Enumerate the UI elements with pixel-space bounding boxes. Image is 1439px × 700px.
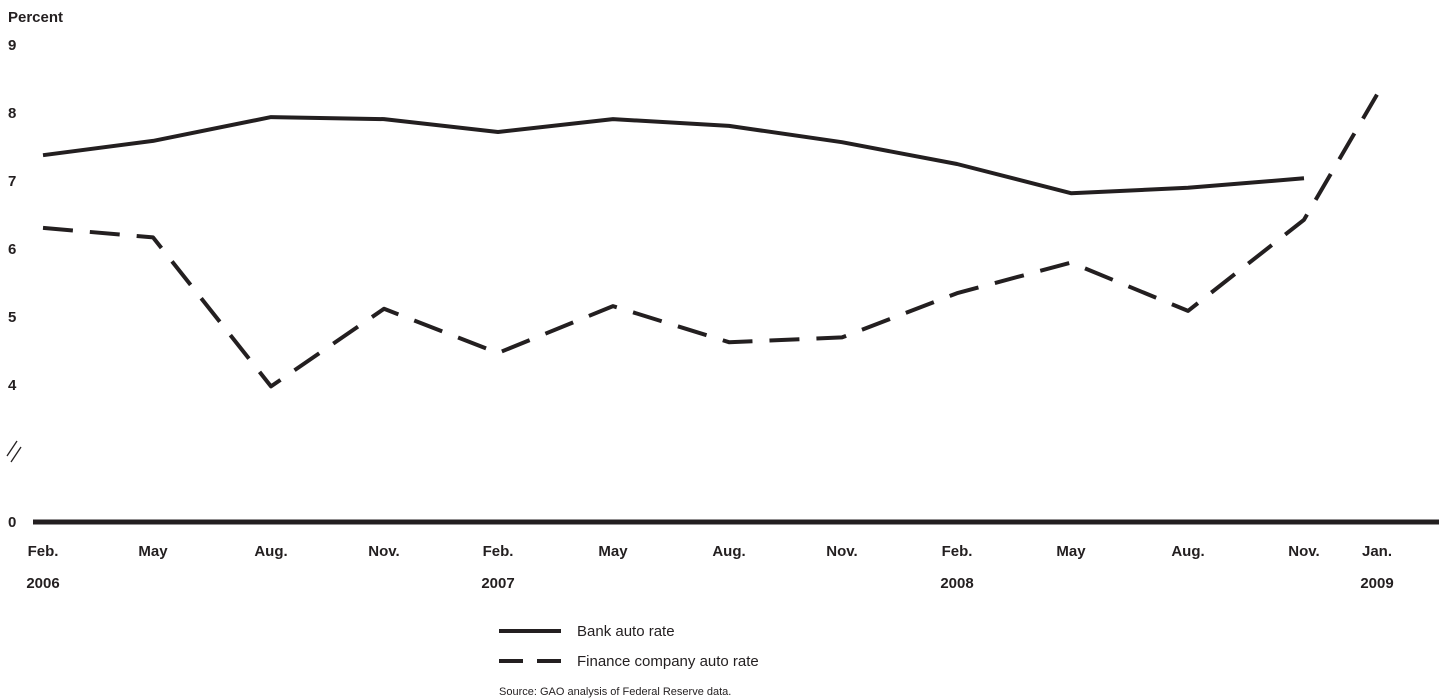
bank-data-point xyxy=(727,124,731,128)
x-tick-year-label: 2009 xyxy=(1360,575,1393,592)
bank-data-point xyxy=(1302,176,1306,180)
bank-data-point xyxy=(41,153,45,157)
bank-data-point xyxy=(1069,191,1073,195)
bank-data-point xyxy=(496,130,500,134)
y-tick-label: 0 xyxy=(8,514,16,531)
x-tick-label: May xyxy=(138,543,168,560)
bank-rate-line xyxy=(43,117,1304,193)
y-axis-title: Percent xyxy=(8,9,63,26)
x-tick-label: Feb. xyxy=(942,543,973,560)
finance-data-point xyxy=(1186,309,1190,313)
series-group xyxy=(41,93,1379,389)
x-tick-label: Nov. xyxy=(368,543,399,560)
bank-data-point xyxy=(269,115,273,119)
y-tick-label: 5 xyxy=(8,309,16,326)
x-tick-label: Aug. xyxy=(254,543,287,560)
finance-data-point xyxy=(611,304,615,308)
x-tick-year-label: 2008 xyxy=(940,575,973,592)
axis-break-icon xyxy=(7,441,21,462)
bank-data-point xyxy=(382,117,386,121)
x-tick-label: May xyxy=(598,543,628,560)
x-tick-label: Feb. xyxy=(483,543,514,560)
x-tick-label: Feb. xyxy=(28,543,59,560)
finance-data-point xyxy=(496,351,500,355)
bank-data-point xyxy=(955,162,959,166)
y-tick-label: 6 xyxy=(8,241,16,258)
x-tick-label: May xyxy=(1056,543,1086,560)
x-tick-label: Nov. xyxy=(826,543,857,560)
finance-data-point xyxy=(41,226,45,230)
finance-data-point xyxy=(269,384,273,388)
x-tick-year-label: 2007 xyxy=(481,575,514,592)
finance-data-point xyxy=(1069,261,1073,265)
y-tick-label: 9 xyxy=(8,37,16,54)
finance-data-point xyxy=(727,340,731,344)
finance-data-point xyxy=(1302,218,1306,222)
y-axis-ticks: 0 4 5 6 7 8 9 xyxy=(8,37,17,531)
finance-data-point xyxy=(840,335,844,339)
x-tick-label: Jan. xyxy=(1362,543,1392,560)
x-tick-label: Nov. xyxy=(1288,543,1319,560)
finance-data-point xyxy=(955,291,959,295)
x-tick-year-label: 2006 xyxy=(26,575,59,592)
finance-data-point xyxy=(1375,93,1379,97)
legend-label-bank: Bank auto rate xyxy=(577,623,675,640)
bank-data-point xyxy=(840,140,844,144)
bank-data-point xyxy=(1186,186,1190,190)
y-tick-label: 7 xyxy=(8,173,16,190)
x-axis-ticks: Feb. 2006 May Aug. Nov. Feb. 2007 May Aug. Nov. Fe… xyxy=(26,543,1393,592)
x-tick-label: Aug. xyxy=(1171,543,1204,560)
bank-data-point xyxy=(611,117,615,121)
bank-data-point xyxy=(151,139,155,143)
legend-label-finance: Finance company auto rate xyxy=(577,653,759,670)
x-tick-label: Aug. xyxy=(712,543,745,560)
finance-company-rate-line xyxy=(43,95,1377,387)
y-tick-label: 4 xyxy=(8,377,17,394)
finance-data-point xyxy=(382,307,386,311)
legend: Bank auto rate Finance company auto rate xyxy=(499,623,759,670)
finance-data-point xyxy=(151,235,155,239)
source-note: Source: GAO analysis of Federal Reserve … xyxy=(499,686,731,698)
y-tick-label: 8 xyxy=(8,105,16,122)
